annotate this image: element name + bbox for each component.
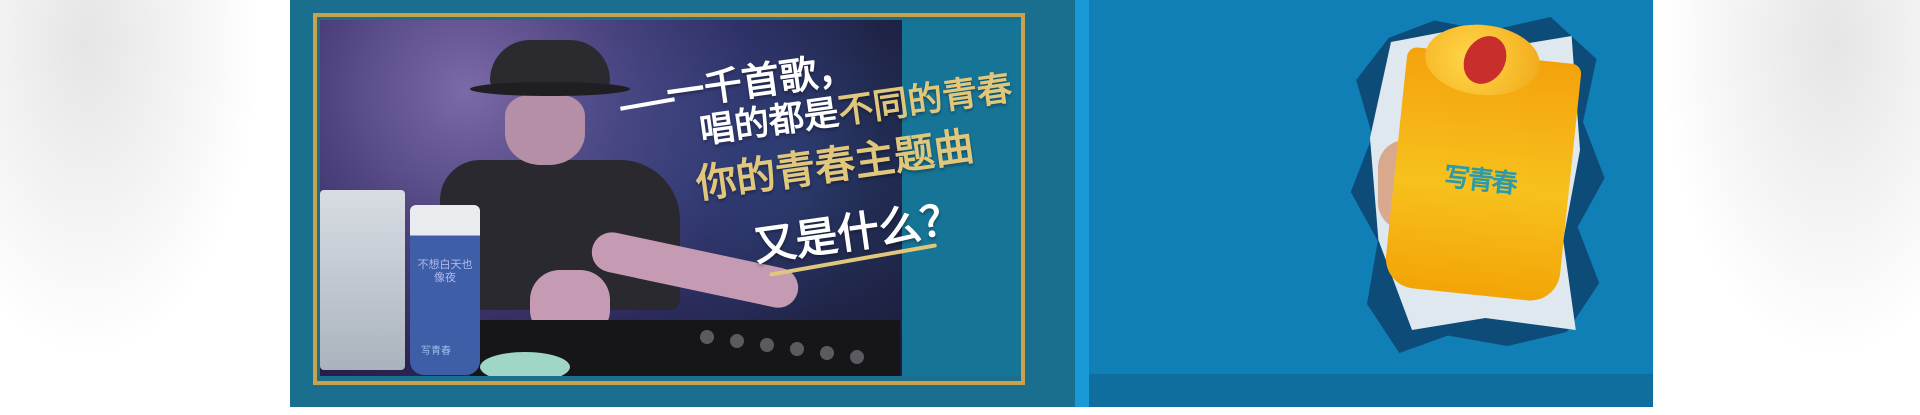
drink-cup-blue <box>410 205 480 375</box>
teal-strip <box>902 20 1022 376</box>
background-shadow-right <box>1630 0 1920 415</box>
dj-hat-brim <box>470 82 630 96</box>
panel-edge <box>1075 0 1089 407</box>
cup-logo: 写青春 <box>421 346 451 357</box>
left-banner-panel: 不想白天也像夜 写青春 一千首歌， 唱的都是不同的青春 你的青春主题曲 又是什么… <box>290 0 1075 407</box>
dj-face <box>505 95 585 165</box>
drink-logo: 写青春 <box>1442 162 1518 200</box>
laptop-image <box>320 190 405 370</box>
panel-bottom-edge <box>1089 374 1653 407</box>
dj-hat <box>490 40 610 90</box>
turntable <box>480 352 570 376</box>
gold-frame <box>313 13 1025 385</box>
cup-text: 不想白天也像夜 <box>417 258 473 284</box>
dj-photo: 不想白天也像夜 写青春 <box>320 20 902 376</box>
background-shadow-left <box>0 0 290 415</box>
